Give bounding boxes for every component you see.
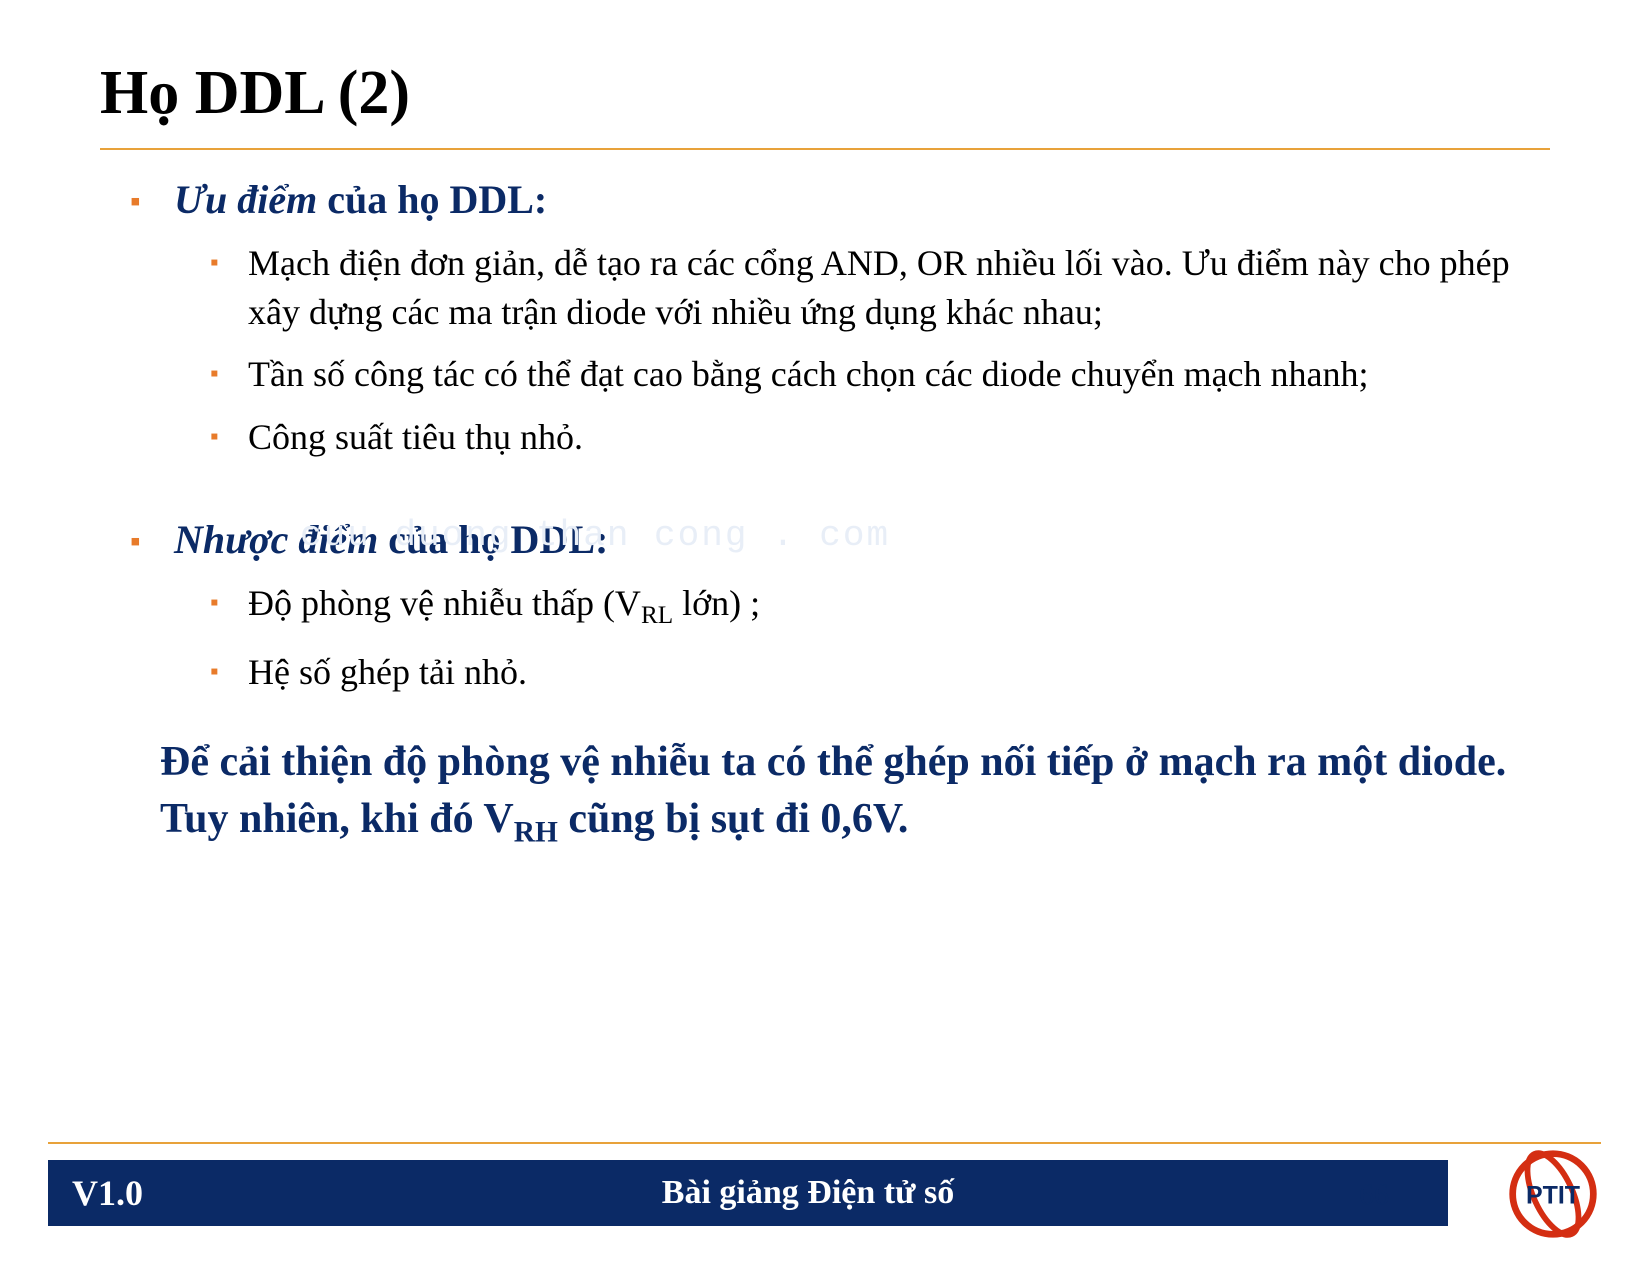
advantages-list: ▪ Mạch điện đơn giản, dễ tạo ra các cổng… [210, 239, 1550, 461]
list-item: ▪ Độ phòng vệ nhiễu thấp (VRL lớn) ; [210, 579, 1550, 633]
bullet-icon: ▪ [210, 413, 248, 462]
list-item-text: Công suất tiêu thụ nhỏ. [248, 413, 1550, 462]
version-label: V1.0 [48, 1172, 288, 1214]
section-heading-disadvantages: ▪ Nhược điểm của họ DDL: [130, 515, 1550, 565]
list-item: ▪ Công suất tiêu thụ nhỏ. [210, 413, 1550, 462]
list-item-text: Độ phòng vệ nhiễu thấp (VRL lớn) ; [248, 579, 1550, 633]
footer-bar: V1.0 Bài giảng Điện tử số [48, 1160, 1448, 1226]
heading-emphasis: Nhược điểm [174, 517, 378, 562]
footer-divider [48, 1142, 1601, 1144]
heading-emphasis: Ưu điểm [174, 177, 317, 222]
footer-title: Bài giảng Điện tử số [288, 1174, 1448, 1212]
bullet-icon: ▪ [210, 648, 248, 697]
slide-body: ▪ Ưu điểm của họ DDL: ▪ Mạch điện đơn gi… [130, 175, 1550, 853]
ptit-logo-icon: PTIT [1505, 1146, 1601, 1242]
list-item: ▪ Hệ số ghép tải nhỏ. [210, 648, 1550, 697]
heading-rest: của họ DDL: [378, 517, 608, 562]
list-item-text: Hệ số ghép tải nhỏ. [248, 648, 1550, 697]
title-underline [100, 148, 1550, 150]
svg-text:PTIT: PTIT [1526, 1182, 1580, 1210]
slide: Họ DDL (2) ▪ Ưu điểm của họ DDL: ▪ Mạch … [0, 0, 1649, 1274]
page-number: 66 [1359, 1178, 1389, 1212]
heading-rest: của họ DDL: [317, 177, 547, 222]
bullet-icon: ▪ [130, 515, 174, 565]
section-heading-text: Ưu điểm của họ DDL: [174, 175, 547, 225]
list-item-text: Tần số công tác có thể đạt cao bằng cách… [248, 350, 1550, 399]
bullet-icon: ▪ [210, 350, 248, 399]
disadvantages-list: ▪ Độ phòng vệ nhiễu thấp (VRL lớn) ; ▪ H… [210, 579, 1550, 696]
list-item-text: Mạch điện đơn giản, dễ tạo ra các cổng A… [248, 239, 1550, 336]
slide-title: Họ DDL (2) [100, 58, 410, 129]
bullet-icon: ▪ [210, 579, 248, 633]
list-item: ▪ Tần số công tác có thể đạt cao bằng cá… [210, 350, 1550, 399]
bullet-icon: ▪ [130, 175, 174, 225]
list-item: ▪ Mạch điện đơn giản, dễ tạo ra các cổng… [210, 239, 1550, 336]
bullet-icon: ▪ [210, 239, 248, 336]
section-heading-advantages: ▪ Ưu điểm của họ DDL: [130, 175, 1550, 225]
section-heading-text: Nhược điểm của họ DDL: [174, 515, 608, 565]
conclusion-paragraph: Để cải thiện độ phòng vệ nhiễu ta có thể… [160, 734, 1520, 853]
